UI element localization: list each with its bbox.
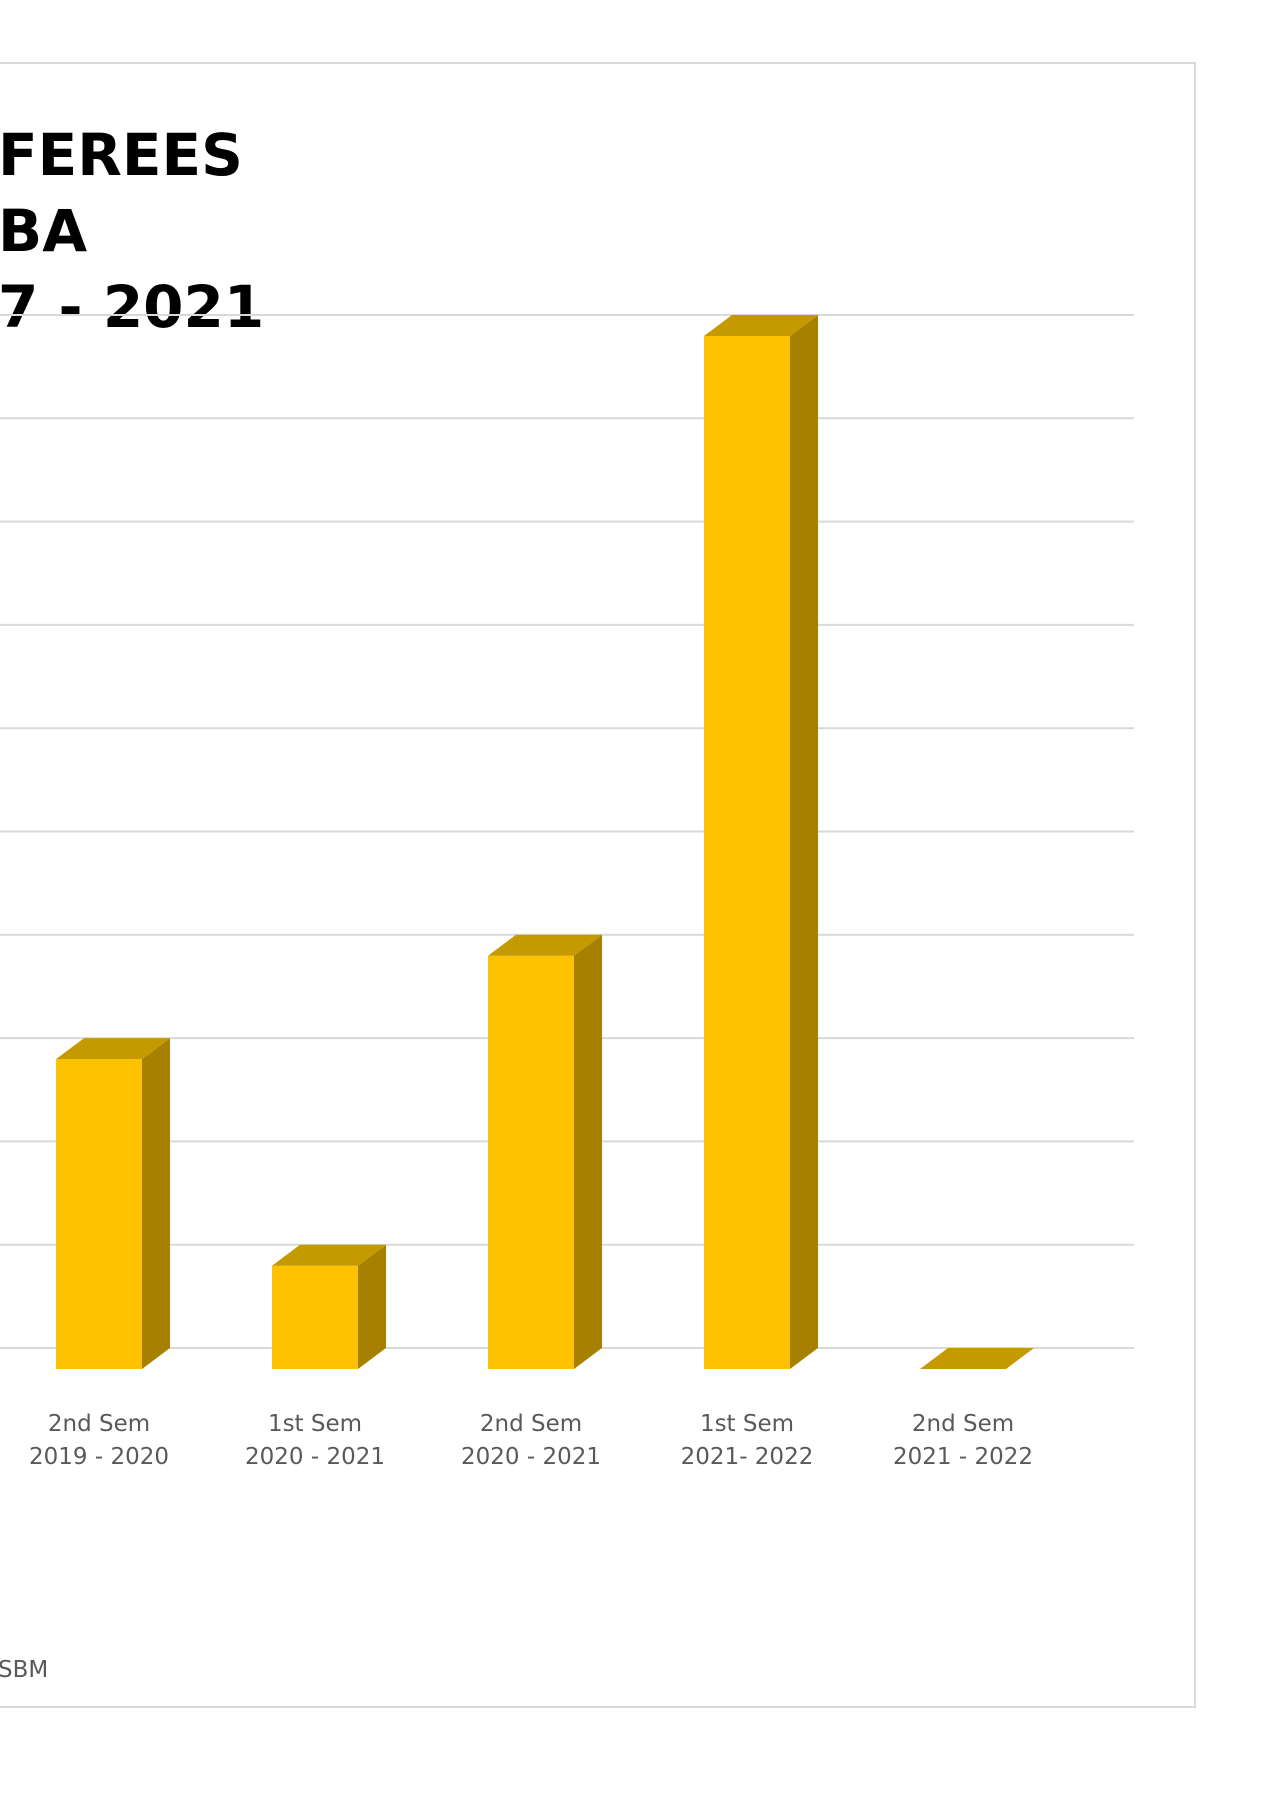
x-tick-label: 2nd Sem [480,1411,582,1437]
bar-top [272,1244,386,1266]
bar-side [142,1038,170,1369]
category-labels: 2nd Sem 2019 - 2020 1st Sem 2020 - 2021 2nd … [29,1411,1033,1470]
chart-footnote: SBM [0,1657,49,1683]
x-tick-label: 1st Sem [700,1411,794,1437]
chart-frame: FEREES BA 7 - 2021 2nd Sem 2019 - 2020 1st… [0,62,1196,1708]
bar [488,934,602,1369]
x-tick-label: 2nd Sem [48,1411,150,1437]
bar-front [488,955,574,1369]
x-tick-label: 2020 - 2021 [245,1444,385,1470]
bar-front [272,1265,358,1369]
bar-chart: 2nd Sem 2019 - 2020 1st Sem 2020 - 2021 2nd … [0,314,1134,1470]
bar [272,1244,386,1369]
bar [56,1038,170,1369]
bar-side [790,315,818,1369]
bar-top [56,1038,170,1060]
bar-top [488,934,602,956]
bar [704,315,818,1369]
bars [56,315,1034,1369]
bar-front [56,1059,142,1369]
x-tick-label: 2021- 2022 [681,1444,814,1470]
bar-front [704,336,790,1369]
x-tick-label: 2019 - 2020 [29,1444,169,1470]
bar [920,1348,1034,1369]
bar-side [574,934,602,1369]
bar-top [704,315,818,336]
x-tick-label: 1st Sem [268,1411,362,1437]
x-tick-label: 2020 - 2021 [461,1444,601,1470]
bar-top [920,1348,1034,1369]
x-tick-label: 2021 - 2022 [893,1444,1033,1470]
bar-side [358,1244,386,1369]
x-tick-label: 2nd Sem [912,1411,1014,1437]
